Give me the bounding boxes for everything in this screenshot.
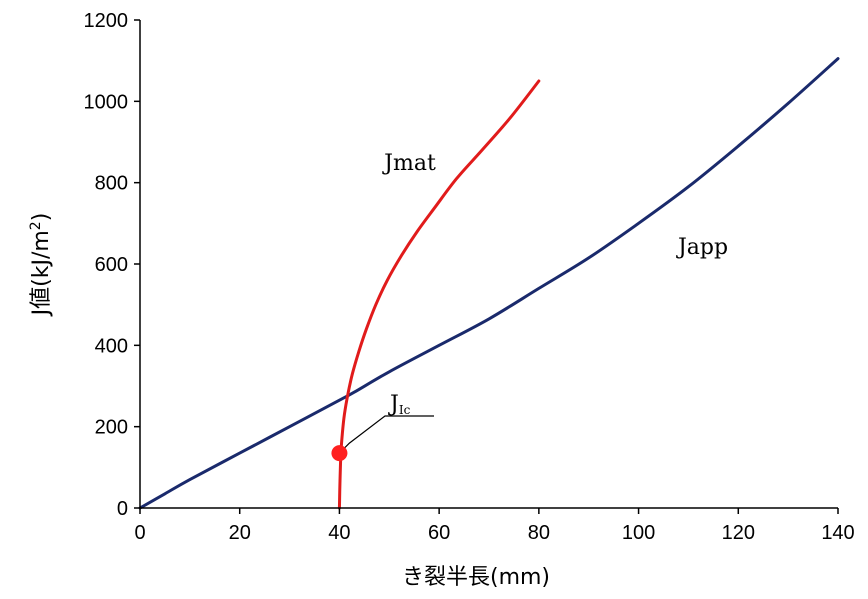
x-tick-label: 100 bbox=[622, 522, 655, 544]
jmat-curve-label: Jmat bbox=[382, 151, 436, 176]
x-tick-label: 40 bbox=[328, 522, 350, 544]
x-tick-label: 60 bbox=[428, 522, 450, 544]
annotation-layer: Jmat Japp JIc bbox=[331, 151, 728, 462]
y-axis-label-sup: 2 bbox=[28, 221, 44, 230]
series-line-japp bbox=[138, 57, 840, 510]
x-tick-label: 80 bbox=[528, 522, 550, 544]
x-tick-label: 0 bbox=[134, 522, 145, 544]
ticks-layer: 0 20 40 60 80 100 120 140 0 200 400 600 800 1000 1200 bbox=[84, 10, 855, 544]
y-axis-label-close: ) bbox=[29, 213, 54, 222]
y-tick-label: 400 bbox=[95, 335, 128, 357]
jic-label-main: J bbox=[388, 392, 399, 417]
jic-label: JIc bbox=[388, 392, 411, 417]
y-tick-label: 0 bbox=[117, 498, 128, 520]
series-line-jmat bbox=[337, 79, 541, 510]
y-tick-label: 1200 bbox=[84, 10, 129, 32]
y-tick-label: 800 bbox=[95, 173, 128, 195]
series-layer bbox=[138, 57, 840, 510]
y-axis-label: J値(kJ/m2) bbox=[28, 213, 54, 318]
y-axis-label-main: J値(kJ/m bbox=[29, 230, 54, 317]
x-tick-label: 140 bbox=[821, 522, 854, 544]
jic-label-subscript: Ic bbox=[399, 403, 411, 417]
x-tick-label: 20 bbox=[229, 522, 251, 544]
y-tick-label: 200 bbox=[95, 417, 128, 439]
x-tick-label: 120 bbox=[722, 522, 755, 544]
y-tick-label: 600 bbox=[95, 254, 128, 276]
y-tick-label: 1000 bbox=[84, 91, 129, 113]
jic-point-marker bbox=[331, 445, 348, 462]
x-axis-label: き裂半長(mm) bbox=[402, 565, 550, 590]
japp-curve-label: Japp bbox=[676, 235, 728, 260]
